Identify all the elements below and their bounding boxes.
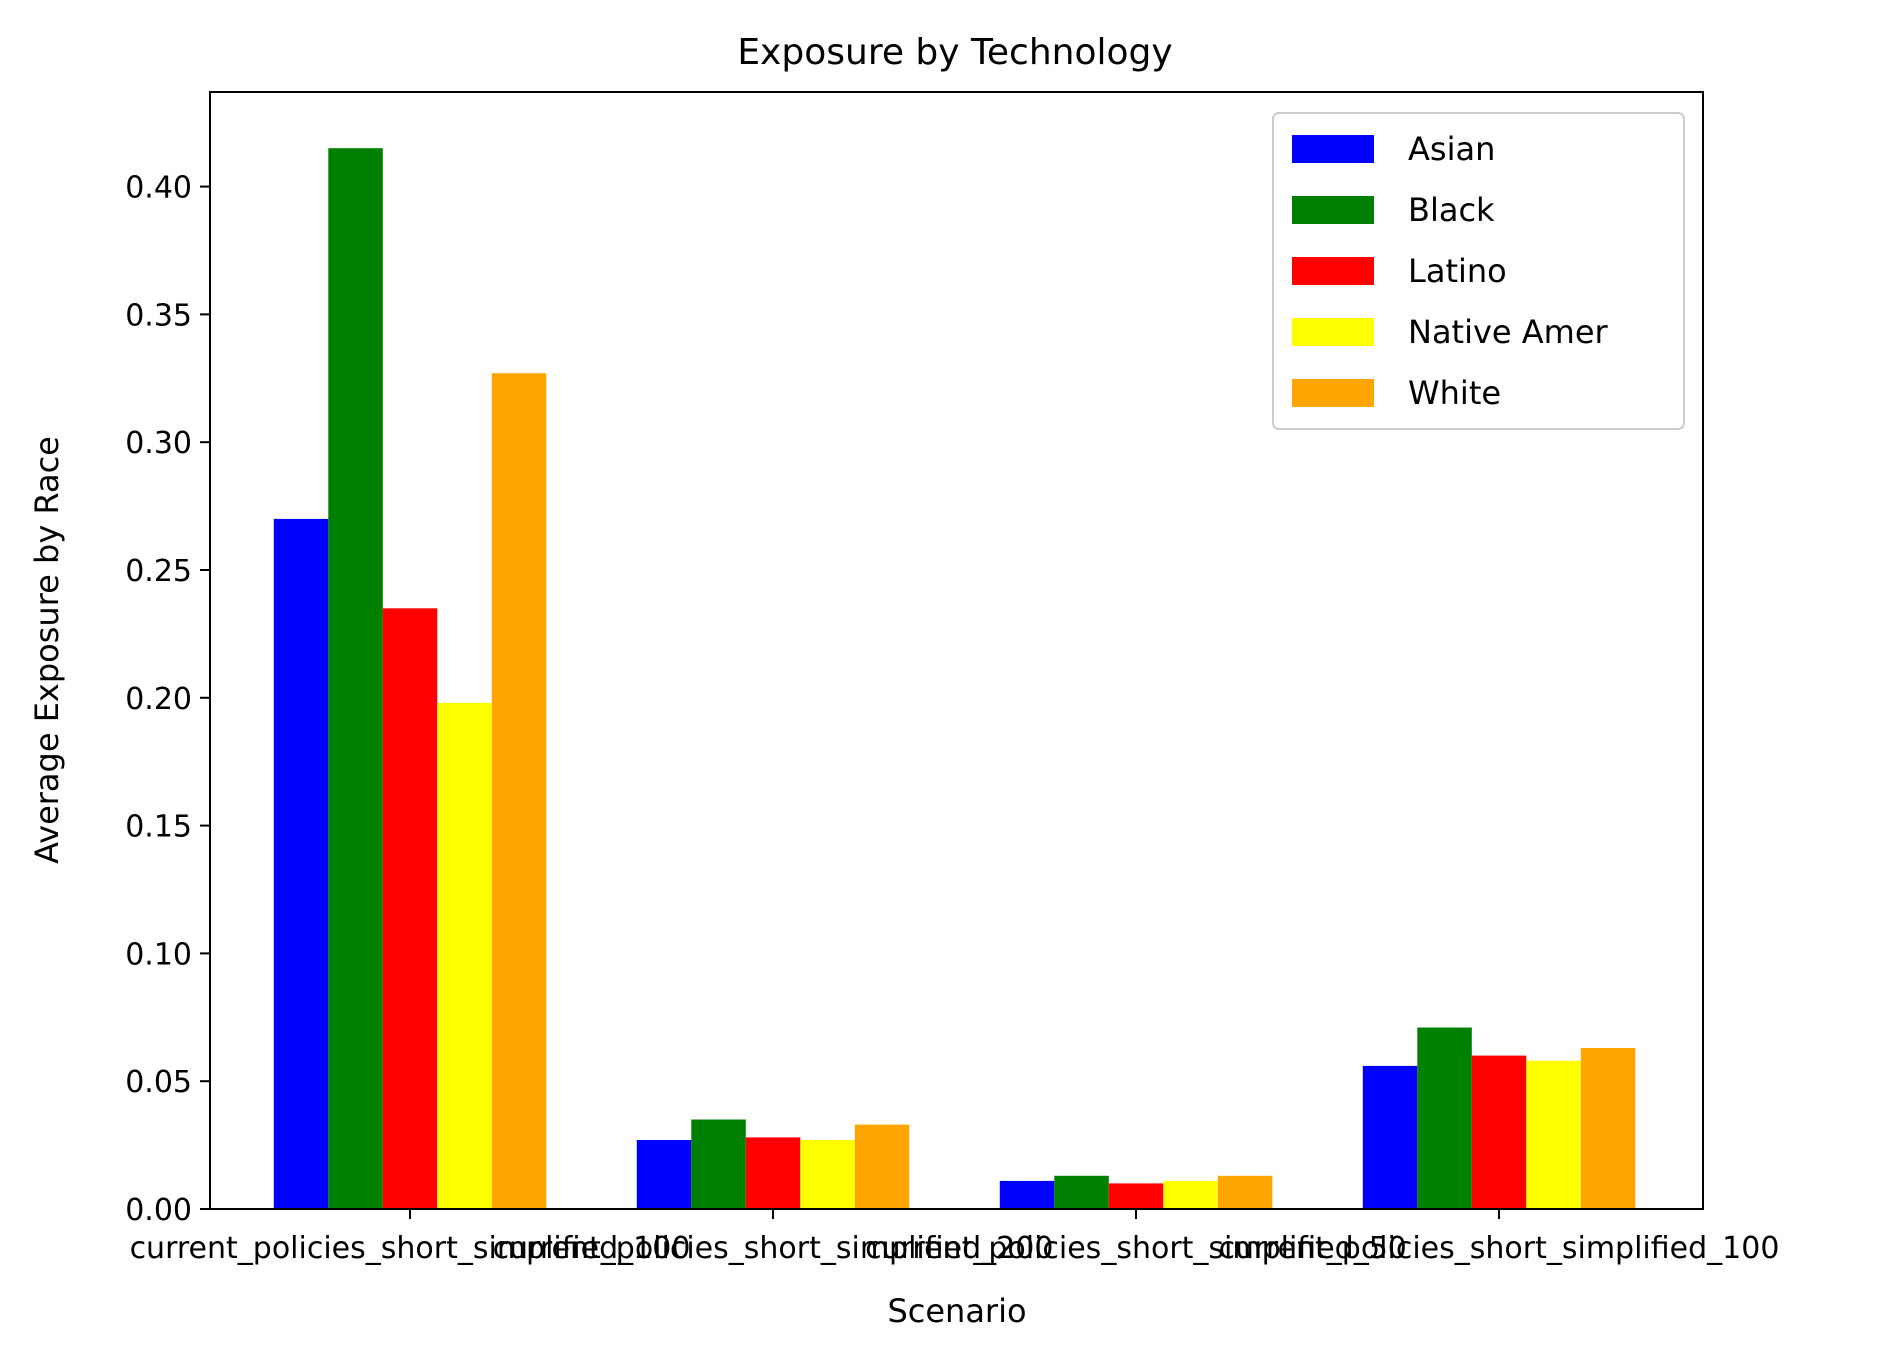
x-axis-label: Scenario bbox=[887, 1292, 1026, 1330]
bar-black-3 bbox=[1417, 1027, 1472, 1209]
bars-group bbox=[273, 148, 1636, 1210]
y-axis-label: Average Exposure by Race bbox=[28, 436, 66, 864]
bar-native-amer-2 bbox=[1163, 1180, 1218, 1209]
bar-asian-3 bbox=[1362, 1065, 1418, 1209]
bar-black-1 bbox=[691, 1119, 746, 1209]
bar-black-2 bbox=[1054, 1175, 1109, 1209]
bar-white-2 bbox=[1217, 1175, 1273, 1209]
bar-native-amer-1 bbox=[800, 1140, 855, 1209]
x-tick-label: current_policies_short_simplified_100 bbox=[130, 1231, 691, 1266]
y-tick-label: 0.35 bbox=[125, 298, 192, 333]
y-axis: 0.00 0.05 0.10 0.15 0.20 0.25 0.30 0.35 0.40 bbox=[125, 171, 210, 1228]
y-tick-label: 0.05 bbox=[125, 1065, 192, 1100]
bar-white-1 bbox=[854, 1124, 910, 1209]
bar-latino-1 bbox=[745, 1137, 801, 1209]
legend-label: Latino bbox=[1408, 252, 1507, 290]
bar-asian-1 bbox=[636, 1140, 692, 1209]
x-tick-label: current_policies_short_simplified_100 bbox=[1219, 1231, 1780, 1266]
legend-swatch-native-amer bbox=[1292, 318, 1374, 346]
bar-native-amer-3 bbox=[1526, 1060, 1581, 1209]
legend-box bbox=[1272, 112, 1685, 430]
legend-label: Black bbox=[1408, 191, 1495, 229]
legend-swatch-white bbox=[1292, 379, 1374, 407]
bar-latino-3 bbox=[1471, 1055, 1527, 1209]
bar-white-3 bbox=[1580, 1048, 1636, 1209]
bar-asian-2 bbox=[999, 1180, 1055, 1209]
legend-label: White bbox=[1408, 374, 1501, 412]
legend-swatch-asian bbox=[1292, 135, 1374, 163]
legend-swatch-latino bbox=[1292, 257, 1374, 285]
legend-label: Asian bbox=[1408, 130, 1495, 168]
x-tick-label: current_policies_short_simplified_200 bbox=[493, 1231, 1054, 1266]
y-tick-label: 0.10 bbox=[125, 937, 192, 972]
bar-black-0 bbox=[328, 148, 383, 1210]
bar-white-0 bbox=[491, 373, 547, 1209]
y-tick-label: 0.00 bbox=[125, 1193, 192, 1228]
legend-swatch-black bbox=[1292, 196, 1374, 224]
y-tick-label: 0.25 bbox=[125, 554, 192, 589]
y-tick-label: 0.20 bbox=[125, 682, 192, 717]
y-tick-label: 0.30 bbox=[125, 426, 192, 461]
legend: Asian Black Latino Native Amer White bbox=[1272, 112, 1685, 430]
chart-title: Exposure by Technology bbox=[737, 32, 1172, 73]
x-tick-label: current_policies_short_simplified_50 bbox=[865, 1231, 1407, 1266]
bar-native-amer-0 bbox=[437, 702, 492, 1209]
bar-asian-0 bbox=[273, 518, 329, 1209]
legend-label: Native Amer bbox=[1408, 313, 1609, 351]
y-tick-label: 0.15 bbox=[125, 810, 192, 845]
bar-latino-0 bbox=[382, 608, 438, 1209]
plot-frame bbox=[209, 91, 1704, 1210]
y-tick-label: 0.40 bbox=[125, 171, 192, 206]
x-axis: current_policies_short_simplified_100cur… bbox=[130, 1209, 1780, 1266]
bar-latino-2 bbox=[1108, 1183, 1164, 1209]
